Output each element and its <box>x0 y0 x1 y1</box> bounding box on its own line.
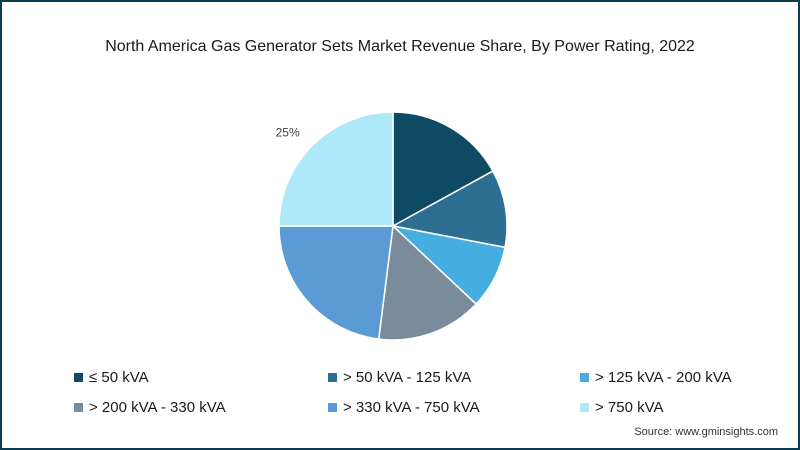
data-label: 25% <box>276 126 300 140</box>
pie-slice <box>278 225 394 340</box>
chart-title: North America Gas Generator Sets Market … <box>105 38 695 55</box>
pie-slice <box>377 224 478 341</box>
pie-slice <box>278 111 394 227</box>
pie-slice <box>392 111 494 228</box>
pie-slice <box>390 170 508 249</box>
source-note: Source: www.gminsights.com <box>634 426 778 438</box>
